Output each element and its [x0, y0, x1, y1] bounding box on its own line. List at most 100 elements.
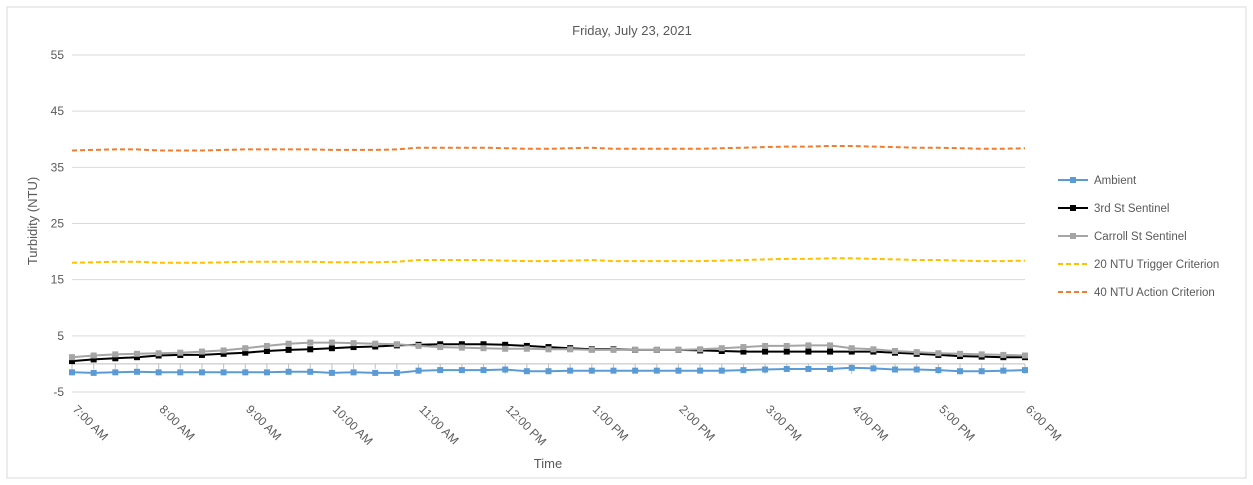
chart-border	[6, 6, 1247, 479]
legend-label: 3rd St Sentinel	[1094, 203, 1169, 215]
data-point	[827, 348, 834, 355]
data-point	[523, 368, 530, 375]
legend-item: 20 NTU Trigger Criterion	[1058, 259, 1219, 271]
data-point	[263, 342, 270, 349]
legend-item: Ambient	[1058, 175, 1137, 187]
legend-marker	[1070, 233, 1076, 239]
data-point	[610, 346, 617, 353]
data-point	[697, 367, 704, 374]
data-point	[393, 341, 400, 348]
series-line	[71, 257, 1026, 264]
data-point	[957, 368, 964, 375]
data-point	[198, 351, 205, 358]
data-point	[783, 348, 790, 355]
series-carroll-st-sentinel	[69, 339, 1028, 361]
data-point	[263, 347, 270, 354]
data-point	[328, 339, 335, 346]
data-point	[740, 348, 747, 355]
data-point	[762, 366, 769, 373]
data-point	[372, 369, 379, 376]
data-point	[198, 369, 205, 376]
data-point	[372, 340, 379, 347]
data-point	[112, 355, 119, 362]
data-point	[177, 369, 184, 376]
data-point	[762, 348, 769, 355]
legend-item: 3rd St Sentinel	[1058, 203, 1169, 215]
legend: Ambient 3rd St Sentinel Carroll St Sentine…	[1058, 175, 1219, 299]
data-point	[675, 367, 682, 374]
data-point	[285, 368, 292, 375]
data-point	[458, 341, 465, 348]
data-point	[133, 350, 140, 357]
data-point	[458, 367, 465, 374]
data-point	[978, 368, 985, 375]
data-point	[870, 346, 877, 353]
data-point	[242, 369, 249, 376]
data-point	[415, 342, 422, 349]
data-point	[307, 368, 314, 375]
data-point	[935, 350, 942, 357]
data-point	[350, 344, 357, 351]
series-20-ntu-trigger-criterion	[71, 257, 1026, 264]
chart-title: Friday, July 23, 2021	[572, 23, 692, 38]
x-axis-title: Time	[534, 456, 562, 471]
data-point	[740, 367, 747, 374]
data-point	[480, 345, 487, 352]
gridlines	[72, 54, 1025, 393]
data-point	[805, 342, 812, 349]
data-point	[90, 352, 97, 359]
data-point	[502, 366, 509, 373]
data-point	[198, 348, 205, 355]
data-point	[220, 347, 227, 354]
y-tick-label: 55	[51, 48, 65, 62]
data-point	[90, 356, 97, 363]
data-point	[112, 351, 119, 358]
data-point	[437, 344, 444, 351]
data-point	[69, 369, 75, 376]
y-axis-title: Turbidity (NTU)	[25, 177, 40, 265]
data-point	[502, 345, 509, 352]
data-point	[328, 369, 335, 376]
data-point	[458, 344, 465, 351]
data-point	[415, 367, 422, 374]
data-point	[848, 345, 855, 352]
data-point	[1022, 352, 1028, 359]
series-lines	[69, 145, 1028, 376]
data-point	[177, 349, 184, 356]
data-point	[827, 365, 834, 372]
data-point	[285, 340, 292, 347]
data-point	[328, 345, 335, 352]
data-point	[588, 346, 595, 353]
data-point	[783, 365, 790, 372]
data-point	[1000, 351, 1007, 358]
data-point	[285, 346, 292, 353]
data-point	[913, 349, 920, 356]
data-point	[935, 367, 942, 374]
data-point	[545, 346, 552, 353]
data-point	[480, 367, 487, 374]
legend-label: Carroll St Sentinel	[1094, 231, 1187, 243]
data-point	[632, 367, 639, 374]
y-tick-label: 5	[57, 329, 64, 343]
data-point	[90, 369, 97, 376]
data-point	[653, 346, 660, 353]
y-tick-label: 45	[51, 104, 65, 118]
data-point	[978, 351, 985, 358]
legend-marker	[1070, 205, 1076, 211]
data-point	[155, 369, 162, 376]
data-point	[610, 367, 617, 374]
data-point	[1000, 367, 1007, 374]
data-point	[545, 368, 552, 375]
data-point	[112, 369, 119, 376]
data-point	[913, 366, 920, 373]
data-point	[697, 346, 704, 353]
data-point	[567, 367, 574, 374]
data-point	[133, 368, 140, 375]
series-40-ntu-action-criterion	[71, 145, 1026, 152]
data-point	[1022, 367, 1028, 374]
data-point	[263, 369, 270, 376]
data-point	[220, 350, 227, 357]
legend-label: Ambient	[1094, 175, 1137, 187]
data-point	[437, 367, 444, 374]
